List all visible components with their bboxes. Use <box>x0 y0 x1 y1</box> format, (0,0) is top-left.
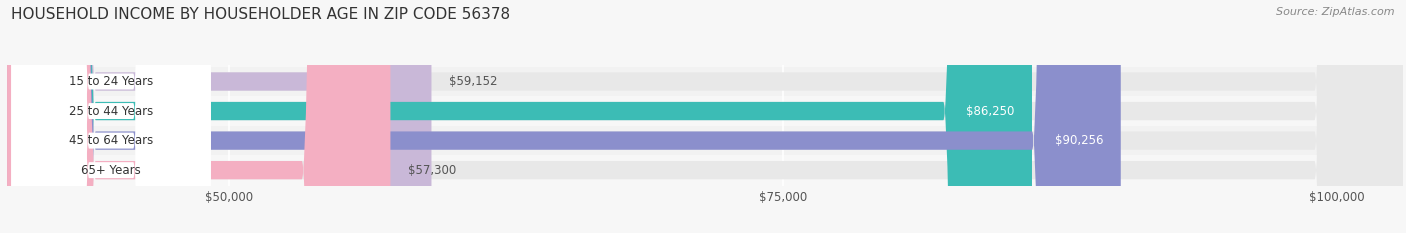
FancyBboxPatch shape <box>11 0 211 233</box>
Text: 15 to 24 Years: 15 to 24 Years <box>69 75 153 88</box>
Text: 65+ Years: 65+ Years <box>82 164 141 177</box>
FancyBboxPatch shape <box>7 0 1121 233</box>
Text: $90,256: $90,256 <box>1054 134 1104 147</box>
FancyBboxPatch shape <box>7 0 1032 233</box>
FancyBboxPatch shape <box>7 0 1403 233</box>
Text: HOUSEHOLD INCOME BY HOUSEHOLDER AGE IN ZIP CODE 56378: HOUSEHOLD INCOME BY HOUSEHOLDER AGE IN Z… <box>11 7 510 22</box>
FancyBboxPatch shape <box>7 0 391 233</box>
Bar <box>7 126 1403 155</box>
FancyBboxPatch shape <box>11 0 211 233</box>
FancyBboxPatch shape <box>7 0 1403 233</box>
FancyBboxPatch shape <box>7 0 1403 233</box>
Text: 25 to 44 Years: 25 to 44 Years <box>69 105 153 117</box>
FancyBboxPatch shape <box>11 0 211 233</box>
FancyBboxPatch shape <box>11 0 211 233</box>
Bar <box>7 67 1403 96</box>
Bar <box>7 155 1403 185</box>
Text: $86,250: $86,250 <box>966 105 1014 117</box>
Text: $59,152: $59,152 <box>449 75 498 88</box>
Bar <box>7 96 1403 126</box>
Text: 45 to 64 Years: 45 to 64 Years <box>69 134 153 147</box>
FancyBboxPatch shape <box>7 0 1403 233</box>
FancyBboxPatch shape <box>7 0 432 233</box>
Text: Source: ZipAtlas.com: Source: ZipAtlas.com <box>1277 7 1395 17</box>
Text: $57,300: $57,300 <box>408 164 457 177</box>
